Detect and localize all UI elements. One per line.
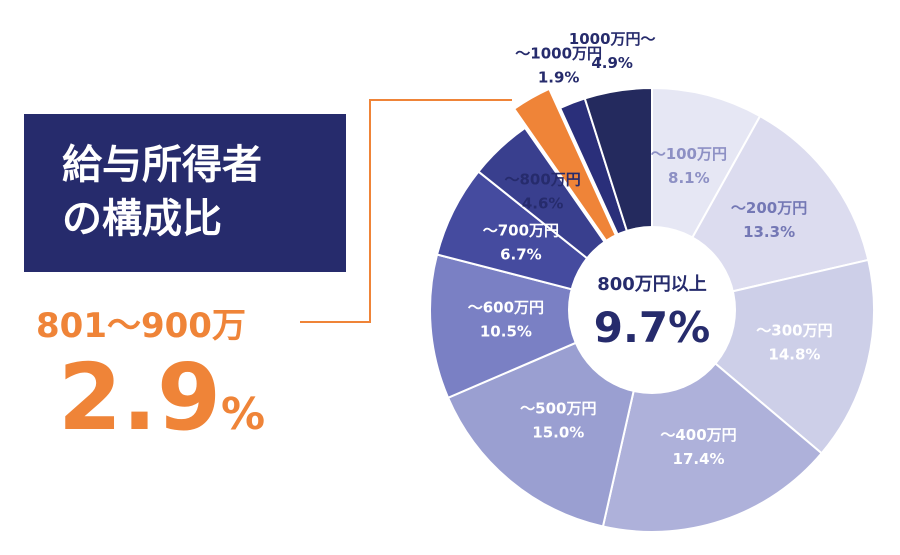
callout-value: 2.9% — [58, 348, 265, 448]
slice-label-value: 15.0% — [532, 424, 584, 442]
slice-label-value: 4.6% — [522, 194, 564, 212]
slice-label-name: 〜200万円 — [731, 199, 807, 217]
slice-label-value: 4.9% — [591, 54, 633, 72]
chart-title-box: 給与所得者 の構成比 — [24, 114, 346, 272]
slice-label-name: 1000万円〜 — [569, 30, 656, 48]
chart-title-line1: 給与所得者 — [62, 142, 262, 188]
slice-label-value: 8.1% — [668, 169, 710, 187]
slice-label-value: 10.5% — [480, 322, 532, 340]
slice-label-value: 17.4% — [673, 450, 725, 468]
slice-label-value: 6.7% — [500, 246, 542, 264]
slice-label-value: 13.3% — [743, 223, 795, 241]
slice-label-value: 1.9% — [538, 68, 580, 86]
slice-label-name: 〜500万円 — [520, 400, 596, 418]
callout-label: 801〜900万 — [36, 306, 246, 346]
slice-label-name: 〜1000万円 — [515, 44, 602, 62]
slice-label-name: 〜300万円 — [756, 321, 832, 339]
pie-slice — [429, 253, 656, 400]
callout-number: 2.9 — [58, 344, 221, 451]
callout-unit: % — [220, 389, 266, 440]
slice-label-name: 〜600万円 — [468, 298, 544, 316]
chart-title-line2: の構成比 — [62, 196, 222, 242]
slice-label-name: 〜400万円 — [660, 426, 736, 444]
slice-label-name: 〜800万円 — [505, 170, 581, 188]
center-label: 800万円以上 — [597, 274, 707, 295]
callout-leader-line — [300, 99, 512, 323]
slice-labels: 〜100万円 8.1% 〜200万円 13.3% 〜300万円 14.8% 〜400万円 17… — [468, 30, 833, 468]
slice-label-name: 〜700万円 — [483, 222, 559, 240]
center-value: 9.7% — [594, 303, 710, 352]
slice-label-name: 〜100万円 — [651, 145, 727, 163]
donut-center — [568, 226, 736, 394]
slice-label-value: 14.8% — [768, 345, 820, 363]
